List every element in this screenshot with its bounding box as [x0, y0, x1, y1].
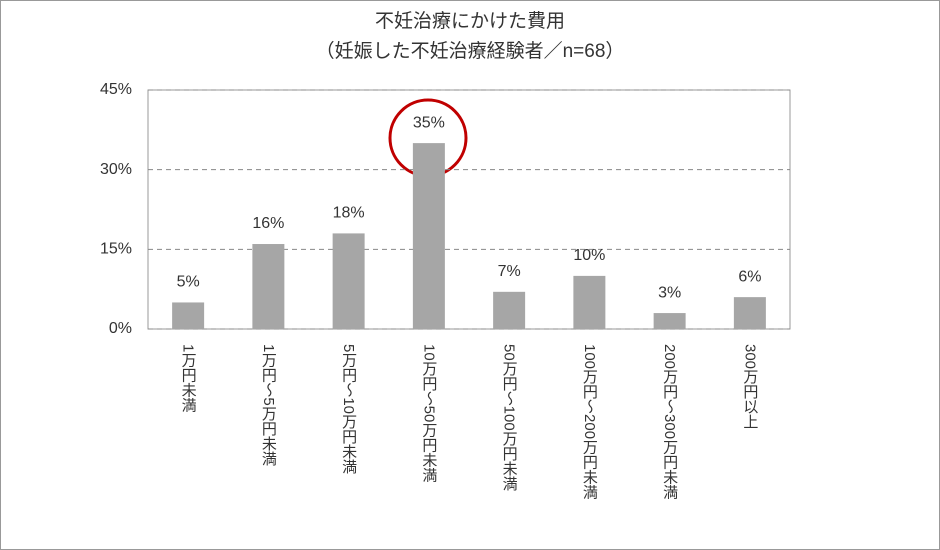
- value-label: 5%: [177, 274, 200, 291]
- x-tick-label: 1万円～5万円未満: [260, 344, 277, 466]
- bar: [653, 313, 686, 329]
- value-label: 18%: [333, 205, 365, 222]
- x-tick-label: 5万円～10万円未満: [340, 344, 357, 474]
- value-label: 10%: [573, 247, 605, 264]
- bar: [733, 297, 766, 329]
- x-tick-label: 100万円～200万円未満: [581, 344, 598, 499]
- value-label: 3%: [658, 284, 681, 301]
- y-tick-label: 30%: [100, 161, 132, 178]
- chart-title: 不妊治療にかけた費用: [375, 10, 565, 32]
- bar: [412, 143, 445, 329]
- x-tick-label: 50万円～100万円未満: [501, 344, 518, 491]
- bar: [493, 291, 526, 329]
- y-tick-label: 45%: [100, 81, 132, 98]
- x-tick-label: 1万円未満: [180, 344, 197, 413]
- bar: [172, 302, 205, 329]
- bar: [573, 275, 606, 329]
- plot-frame: [147, 89, 791, 330]
- bar: [332, 233, 365, 329]
- bar: [252, 244, 285, 329]
- y-tick-label: 15%: [100, 241, 132, 258]
- y-tick-label: 0%: [109, 320, 132, 337]
- value-label: 7%: [498, 263, 521, 280]
- x-tick-label: 10万円～50万円未満: [420, 344, 437, 483]
- value-label: 6%: [738, 268, 761, 285]
- x-tick-label: 300万円以上: [741, 344, 758, 429]
- value-label: 16%: [252, 215, 284, 232]
- x-tick-label: 200万円～300万円未満: [661, 344, 678, 499]
- chart-subtitle: （妊娠した不妊治療経験者／n=68）: [316, 40, 625, 62]
- value-label: 35%: [413, 114, 445, 131]
